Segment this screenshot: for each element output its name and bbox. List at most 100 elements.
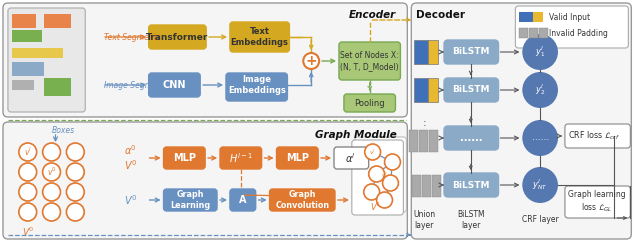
Bar xyxy=(12,80,34,90)
Circle shape xyxy=(19,163,36,181)
Text: Graph Module: Graph Module xyxy=(315,130,396,140)
Text: $v^0$: $v^0$ xyxy=(47,166,56,178)
FancyBboxPatch shape xyxy=(8,8,85,112)
Text: CNN: CNN xyxy=(163,80,186,90)
Text: Transformer: Transformer xyxy=(146,32,209,41)
Circle shape xyxy=(43,183,60,201)
Text: Graph learning
loss $\mathcal{L}_{GL}$: Graph learning loss $\mathcal{L}_{GL}$ xyxy=(568,190,625,214)
Text: Image
Embeddings: Image Embeddings xyxy=(228,75,285,95)
Text: Image Segments: Image Segments xyxy=(104,81,169,90)
Circle shape xyxy=(67,183,84,201)
Text: $V^0$: $V^0$ xyxy=(124,158,138,172)
Bar xyxy=(12,62,44,76)
Text: $H^{l-1}$: $H^{l-1}$ xyxy=(229,151,253,165)
Text: $v^l$: $v^l$ xyxy=(24,146,32,158)
Circle shape xyxy=(522,167,558,203)
Bar xyxy=(432,175,441,197)
Bar xyxy=(12,14,36,28)
Bar xyxy=(414,40,428,64)
Circle shape xyxy=(67,143,84,161)
Bar xyxy=(519,28,528,38)
Bar xyxy=(44,14,71,28)
Circle shape xyxy=(43,143,60,161)
Bar xyxy=(419,130,428,152)
FancyBboxPatch shape xyxy=(339,42,401,80)
FancyBboxPatch shape xyxy=(515,6,628,48)
Circle shape xyxy=(522,120,558,156)
Circle shape xyxy=(364,184,380,200)
FancyBboxPatch shape xyxy=(3,122,407,239)
Text: Valid Input: Valid Input xyxy=(549,13,590,22)
Bar xyxy=(539,28,548,38)
Circle shape xyxy=(522,72,558,108)
FancyBboxPatch shape xyxy=(412,3,631,239)
Text: ......: ...... xyxy=(460,133,482,143)
FancyBboxPatch shape xyxy=(565,186,630,218)
FancyBboxPatch shape xyxy=(352,140,403,215)
Text: Boxes: Boxes xyxy=(52,126,75,135)
Bar xyxy=(422,175,431,197)
Bar xyxy=(12,30,42,42)
Text: A: A xyxy=(239,195,246,205)
Text: MLP: MLP xyxy=(173,153,196,163)
FancyBboxPatch shape xyxy=(355,137,406,212)
Bar xyxy=(429,130,438,152)
FancyBboxPatch shape xyxy=(444,40,499,64)
Circle shape xyxy=(303,53,319,69)
Text: :: : xyxy=(422,118,426,128)
Text: BiLSTM: BiLSTM xyxy=(452,85,490,94)
Circle shape xyxy=(19,143,36,161)
Text: $v^l$: $v^l$ xyxy=(381,170,388,180)
Bar xyxy=(533,12,543,22)
FancyBboxPatch shape xyxy=(344,94,396,112)
Text: Text Segments: Text Segments xyxy=(104,32,161,41)
Bar xyxy=(44,78,71,96)
Text: Set of Nodes X:
(N, T, D_Model): Set of Nodes X: (N, T, D_Model) xyxy=(340,51,399,71)
Text: BiLSTM: BiLSTM xyxy=(452,181,490,189)
Circle shape xyxy=(383,175,399,191)
Circle shape xyxy=(385,154,401,170)
Text: +: + xyxy=(305,54,317,68)
Text: $y^l_1$: $y^l_1$ xyxy=(535,45,545,60)
FancyBboxPatch shape xyxy=(230,189,256,211)
Text: MLP: MLP xyxy=(286,153,309,163)
Bar xyxy=(519,12,533,22)
Bar xyxy=(414,78,428,102)
Text: $V^l$: $V^l$ xyxy=(370,201,380,213)
Text: BiLSTM
layer: BiLSTM layer xyxy=(457,210,484,230)
FancyBboxPatch shape xyxy=(3,3,407,117)
FancyBboxPatch shape xyxy=(226,73,287,101)
Text: Decoder: Decoder xyxy=(416,10,465,20)
Text: Pooling: Pooling xyxy=(355,98,385,107)
Bar xyxy=(410,130,419,152)
Circle shape xyxy=(376,192,392,208)
FancyBboxPatch shape xyxy=(269,189,335,211)
Bar xyxy=(412,175,421,197)
Circle shape xyxy=(19,203,36,221)
Text: CRF layer: CRF layer xyxy=(522,215,559,225)
Circle shape xyxy=(43,163,60,181)
Text: ......: ...... xyxy=(532,134,548,143)
FancyBboxPatch shape xyxy=(164,189,217,211)
Circle shape xyxy=(369,166,385,182)
FancyBboxPatch shape xyxy=(148,73,200,97)
FancyBboxPatch shape xyxy=(444,126,499,150)
FancyBboxPatch shape xyxy=(334,147,369,169)
FancyBboxPatch shape xyxy=(444,78,499,102)
FancyBboxPatch shape xyxy=(148,25,206,49)
Text: $v^l$: $v^l$ xyxy=(369,147,376,157)
Circle shape xyxy=(19,183,36,201)
Bar xyxy=(428,78,438,102)
Circle shape xyxy=(43,203,60,221)
FancyBboxPatch shape xyxy=(230,22,289,52)
Circle shape xyxy=(67,203,84,221)
FancyBboxPatch shape xyxy=(444,173,499,197)
Text: Graph
Learning: Graph Learning xyxy=(170,190,211,210)
Circle shape xyxy=(67,163,84,181)
Text: $\alpha^0$: $\alpha^0$ xyxy=(124,143,137,157)
FancyBboxPatch shape xyxy=(565,124,630,148)
Bar xyxy=(12,48,63,58)
Text: Text
Embeddings: Text Embeddings xyxy=(231,27,289,47)
Text: Encoder: Encoder xyxy=(349,10,396,20)
Circle shape xyxy=(365,144,381,160)
